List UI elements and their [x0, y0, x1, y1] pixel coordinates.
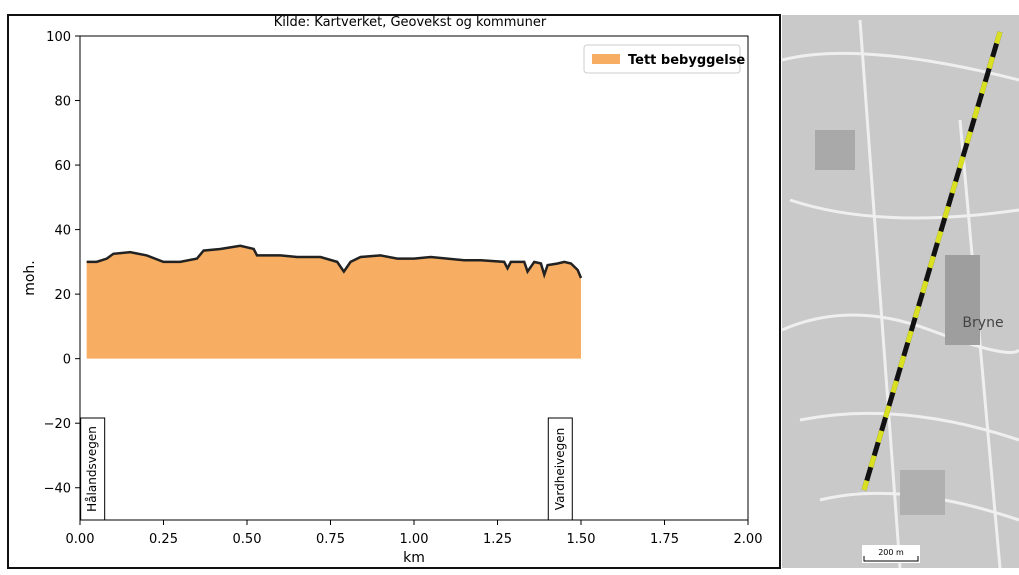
legend-label: Tett bebyggelse	[628, 53, 745, 68]
x-tick-label: 0.25	[149, 532, 178, 547]
y-tick-label: 20	[54, 288, 71, 303]
y-tick-label: −20	[44, 417, 71, 432]
x-axis-label: km	[403, 550, 425, 566]
map: Bryne 200 m	[782, 15, 1019, 568]
map-block	[945, 255, 980, 345]
page: {"chart_data": {"type": "area", "title":…	[0, 0, 1019, 571]
annotation: Vardheivegen	[553, 428, 567, 510]
chart-title: Kilde: Kartverket, Geovekst og kommuner	[274, 15, 547, 30]
y-tick-label: 0	[63, 353, 71, 368]
x-tick-label: 0.50	[233, 532, 262, 547]
x-tick-label: 1.00	[400, 532, 429, 547]
x-tick-label: 1.75	[650, 532, 679, 547]
place-label: Bryne	[962, 315, 1003, 331]
x-tick-label: 2.00	[734, 532, 763, 547]
x-tick-label: 1.25	[483, 532, 512, 547]
screen: Bryne 200 m Kilde: Kartverket, Geovekst …	[0, 0, 1019, 571]
y-tick-label: 60	[54, 159, 71, 174]
annotation: Hålandsvegen	[85, 426, 99, 512]
y-tick-label: 40	[54, 224, 71, 239]
x-tick-label: 1.50	[567, 532, 596, 547]
scale-label: 200 m	[878, 548, 904, 557]
map-block	[815, 130, 855, 170]
y-tick-label: 80	[54, 95, 71, 110]
legend-swatch	[592, 54, 620, 64]
y-axis-label: moh.	[22, 260, 38, 296]
y-tick-label: 100	[46, 30, 71, 45]
y-tick-label: −40	[44, 482, 71, 497]
x-tick-label: 0.75	[316, 532, 345, 547]
x-tick-label: 0.00	[66, 532, 95, 547]
map-block	[900, 470, 945, 515]
